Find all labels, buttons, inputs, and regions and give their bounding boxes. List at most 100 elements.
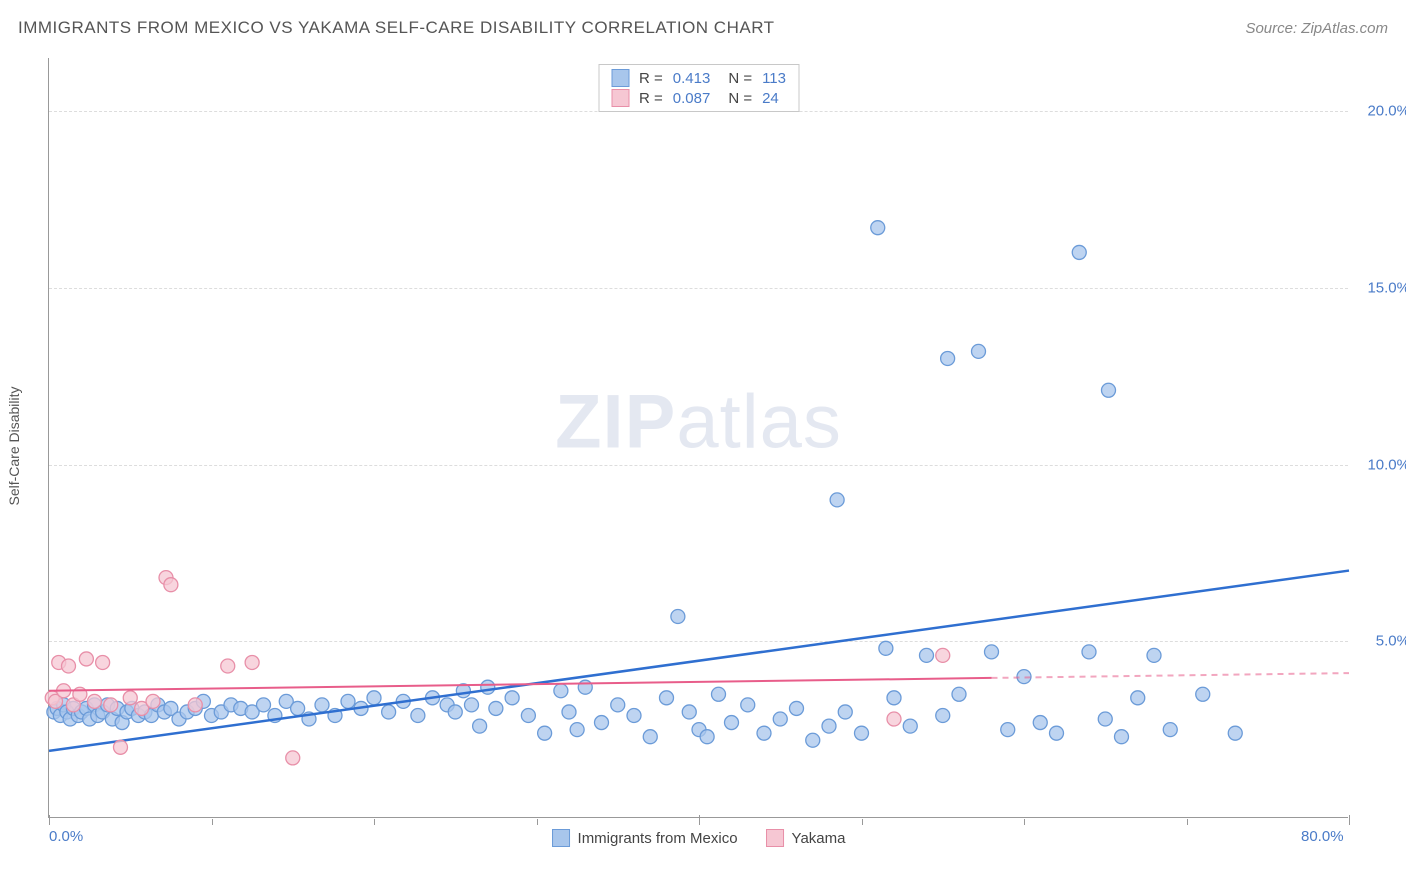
data-point-mexico <box>505 691 519 705</box>
data-point-mexico <box>936 708 950 722</box>
legend-row-yakama: R =0.087N =24 <box>611 89 786 107</box>
data-point-mexico <box>1228 726 1242 740</box>
data-point-yakama <box>887 712 901 726</box>
data-point-yakama <box>88 694 102 708</box>
data-point-mexico <box>725 716 739 730</box>
plot-area: ZIPatlas R =0.413N =113R =0.087N =24 Imm… <box>48 58 1348 818</box>
data-point-mexico <box>611 698 625 712</box>
x-tick <box>1024 819 1025 825</box>
data-point-mexico <box>1082 645 1096 659</box>
x-tick <box>374 819 375 825</box>
data-point-yakama <box>286 751 300 765</box>
data-point-mexico <box>627 708 641 722</box>
x-tick <box>1187 819 1188 825</box>
data-point-mexico <box>595 716 609 730</box>
x-tick <box>862 819 863 825</box>
trend-line-yakama <box>49 678 992 691</box>
data-point-yakama <box>62 659 76 673</box>
data-point-yakama <box>114 740 128 754</box>
data-point-mexico <box>538 726 552 740</box>
legend-swatch-yakama <box>611 89 629 107</box>
data-point-mexico <box>1147 648 1161 662</box>
data-point-mexico <box>830 493 844 507</box>
data-point-mexico <box>1102 383 1116 397</box>
r-value-yakama: 0.087 <box>673 90 711 107</box>
data-point-yakama <box>123 691 137 705</box>
data-point-mexico <box>1163 723 1177 737</box>
data-point-mexico <box>920 648 934 662</box>
data-point-mexico <box>972 344 986 358</box>
legend-label-mexico: Immigrants from Mexico <box>578 830 738 847</box>
n-label: N = <box>728 90 752 107</box>
y-axis-label: Self-Care Disability <box>6 386 22 505</box>
data-point-mexico <box>757 726 771 740</box>
data-point-mexico <box>773 712 787 726</box>
data-point-mexico <box>790 701 804 715</box>
y-tick-label: 5.0% <box>1354 633 1406 650</box>
data-point-mexico <box>521 708 535 722</box>
r-label: R = <box>639 90 663 107</box>
n-label: N = <box>728 70 752 87</box>
data-point-mexico <box>1033 716 1047 730</box>
data-point-mexico <box>341 694 355 708</box>
data-point-mexico <box>382 705 396 719</box>
data-point-mexico <box>660 691 674 705</box>
legend-swatch-yakama <box>766 829 784 847</box>
x-tick <box>212 819 213 825</box>
legend-swatch-mexico <box>611 69 629 87</box>
data-point-yakama <box>79 652 93 666</box>
data-point-mexico <box>1131 691 1145 705</box>
data-point-mexico <box>489 701 503 715</box>
data-point-mexico <box>712 687 726 701</box>
chart-title: IMMIGRANTS FROM MEXICO VS YAKAMA SELF-CA… <box>18 18 775 38</box>
r-value-mexico: 0.413 <box>673 70 711 87</box>
data-point-mexico <box>682 705 696 719</box>
data-point-mexico <box>481 680 495 694</box>
data-point-mexico <box>411 708 425 722</box>
data-point-mexico <box>291 701 305 715</box>
data-point-yakama <box>221 659 235 673</box>
data-point-mexico <box>1072 245 1086 259</box>
data-point-mexico <box>1001 723 1015 737</box>
x-tick <box>537 819 538 825</box>
data-point-mexico <box>941 351 955 365</box>
data-point-mexico <box>578 680 592 694</box>
data-point-mexico <box>315 698 329 712</box>
data-point-mexico <box>367 691 381 705</box>
data-point-mexico <box>806 733 820 747</box>
data-point-mexico <box>822 719 836 733</box>
data-point-mexico <box>952 687 966 701</box>
data-point-mexico <box>1115 730 1129 744</box>
data-point-yakama <box>104 698 118 712</box>
data-point-mexico <box>465 698 479 712</box>
r-label: R = <box>639 70 663 87</box>
data-point-mexico <box>643 730 657 744</box>
data-point-yakama <box>188 698 202 712</box>
legend-label-yakama: Yakama <box>792 830 846 847</box>
data-point-mexico <box>448 705 462 719</box>
data-point-mexico <box>887 691 901 705</box>
n-value-mexico: 113 <box>762 70 786 87</box>
y-tick-label: 15.0% <box>1354 279 1406 296</box>
data-point-mexico <box>855 726 869 740</box>
data-point-yakama <box>164 578 178 592</box>
data-point-mexico <box>554 684 568 698</box>
source-label: Source: ZipAtlas.com <box>1245 20 1388 37</box>
data-point-mexico <box>1196 687 1210 701</box>
data-point-yakama <box>245 655 259 669</box>
data-point-yakama <box>936 648 950 662</box>
correlation-legend: R =0.413N =113R =0.087N =24 <box>598 64 799 112</box>
legend-item-yakama: Yakama <box>766 829 846 847</box>
data-point-yakama <box>96 655 110 669</box>
legend-item-mexico: Immigrants from Mexico <box>552 829 738 847</box>
data-point-mexico <box>570 723 584 737</box>
data-point-mexico <box>671 610 685 624</box>
y-tick-label: 10.0% <box>1354 456 1406 473</box>
data-point-yakama <box>146 694 160 708</box>
legend-swatch-mexico <box>552 829 570 847</box>
scatter-svg <box>49 58 1348 817</box>
data-point-mexico <box>1050 726 1064 740</box>
data-point-mexico <box>700 730 714 744</box>
x-tick <box>1349 815 1350 825</box>
series-legend: Immigrants from Mexico Yakama <box>552 829 846 847</box>
